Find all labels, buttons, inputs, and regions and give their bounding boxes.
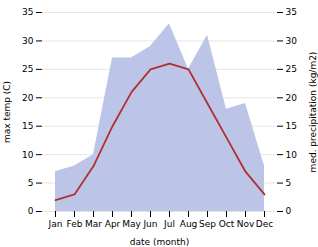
svg-text:Dec: Dec xyxy=(256,219,273,229)
svg-text:20: 20 xyxy=(286,93,298,103)
svg-text:0: 0 xyxy=(28,206,34,216)
svg-text:Jan: Jan xyxy=(48,219,63,229)
svg-text:20: 20 xyxy=(22,93,34,103)
svg-text:Nov: Nov xyxy=(237,219,255,229)
svg-text:med. precipitation (kg/m2): med. precipitation (kg/m2) xyxy=(308,52,318,173)
svg-text:0: 0 xyxy=(286,206,292,216)
svg-text:Apr: Apr xyxy=(105,219,121,229)
svg-text:May: May xyxy=(122,219,141,229)
svg-text:35: 35 xyxy=(22,7,33,17)
svg-text:Aug: Aug xyxy=(180,219,198,229)
svg-text:Mar: Mar xyxy=(85,219,102,229)
svg-text:5: 5 xyxy=(28,178,34,188)
svg-text:10: 10 xyxy=(22,150,34,160)
svg-text:Feb: Feb xyxy=(67,219,83,229)
svg-text:5: 5 xyxy=(286,178,292,188)
svg-text:25: 25 xyxy=(286,64,297,74)
svg-text:Sep: Sep xyxy=(199,219,216,229)
svg-text:15: 15 xyxy=(22,121,33,131)
svg-text:35: 35 xyxy=(286,7,297,17)
svg-text:30: 30 xyxy=(286,36,298,46)
svg-text:Oct: Oct xyxy=(219,219,235,229)
svg-text:25: 25 xyxy=(22,64,33,74)
svg-text:max temp (C): max temp (C) xyxy=(2,81,12,143)
svg-text:10: 10 xyxy=(286,150,298,160)
svg-text:15: 15 xyxy=(286,121,297,131)
svg-text:date (month): date (month) xyxy=(130,237,189,247)
svg-text:Jul: Jul xyxy=(163,219,175,229)
svg-text:Jun: Jun xyxy=(142,219,157,229)
svg-text:30: 30 xyxy=(22,36,34,46)
